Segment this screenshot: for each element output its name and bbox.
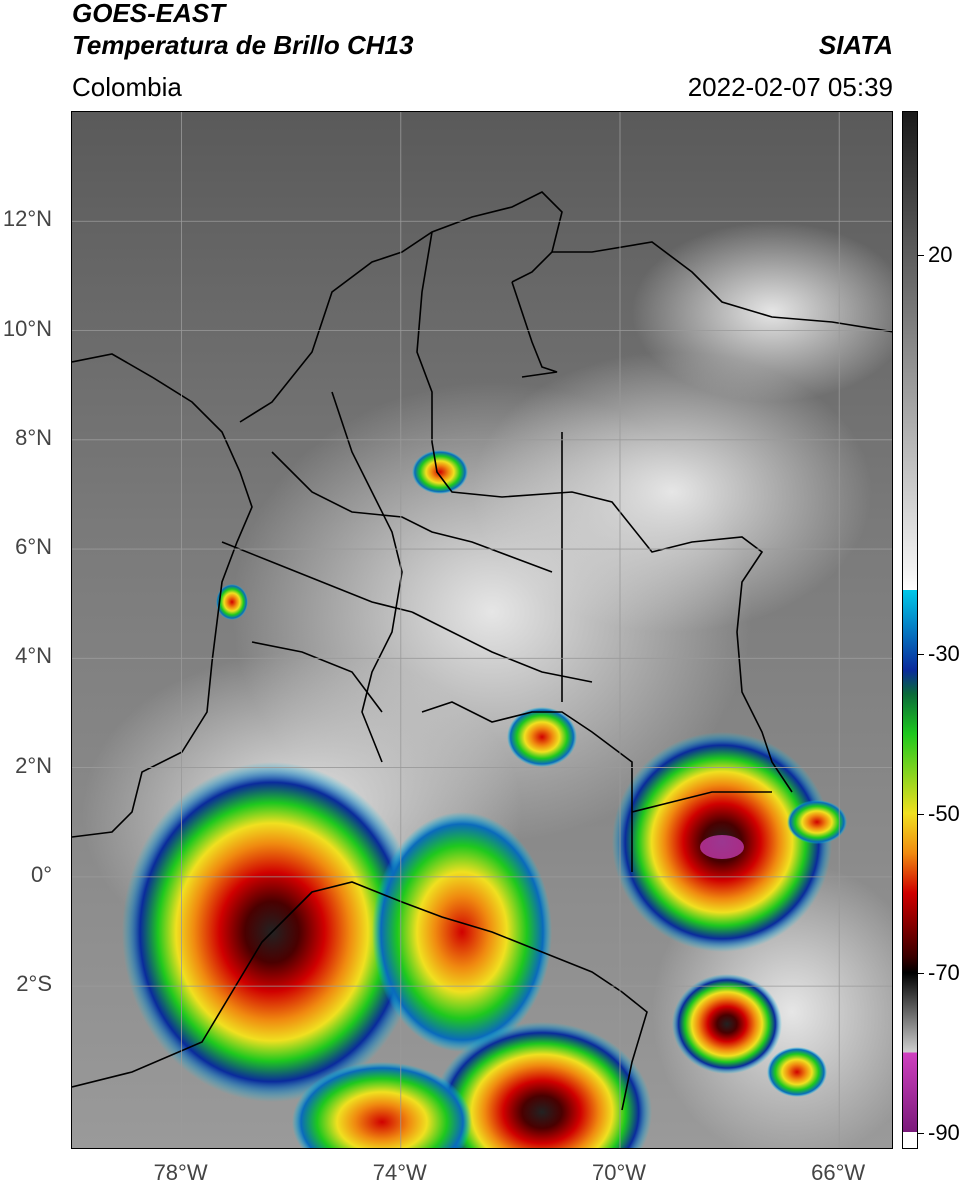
lat-label: 8°N bbox=[15, 424, 52, 450]
satellite-map[interactable] bbox=[71, 111, 893, 1149]
temperature-colorbar bbox=[902, 111, 918, 1149]
colorbar-tick-label: 20 bbox=[928, 241, 953, 267]
product-title: Temperatura de Brillo CH13 bbox=[72, 30, 414, 60]
timestamp-label: 2022-02-07 05:39 bbox=[687, 72, 893, 102]
lat-label: 2°N bbox=[15, 752, 52, 778]
colorbar-tick bbox=[918, 813, 924, 815]
lat-label: 12°N bbox=[2, 206, 52, 232]
satellite-title: GOES-EAST bbox=[72, 0, 226, 28]
colorbar-tick-label: -70 bbox=[928, 960, 960, 986]
colorbar-tick bbox=[918, 653, 924, 655]
convective-storms-layer bbox=[122, 450, 847, 1148]
lat-label: 0° bbox=[30, 861, 52, 887]
lat-label: 6°N bbox=[15, 534, 52, 560]
lat-label: 4°N bbox=[15, 643, 52, 669]
colorbar-tick bbox=[918, 973, 924, 975]
lon-label: 78°W bbox=[153, 1160, 208, 1185]
colorbar-tick-label: -90 bbox=[928, 1120, 960, 1146]
colorbar-tick-label: -50 bbox=[928, 800, 960, 826]
lat-label: 10°N bbox=[2, 315, 52, 341]
graticule bbox=[72, 112, 892, 1148]
cloud-cover-layer bbox=[82, 222, 892, 1148]
lon-label: 70°W bbox=[591, 1160, 647, 1185]
colorbar-tick bbox=[918, 254, 924, 256]
brand-label: SIATA bbox=[818, 30, 893, 60]
lat-label: 2°S bbox=[16, 971, 52, 997]
region-label: Colombia bbox=[72, 72, 182, 102]
colorbar-tick-label: -30 bbox=[928, 640, 960, 666]
political-borders bbox=[72, 191, 892, 1111]
lon-label: 74°W bbox=[372, 1160, 427, 1185]
lon-label: 66°W bbox=[811, 1160, 866, 1185]
colorbar-tick bbox=[918, 1133, 924, 1135]
